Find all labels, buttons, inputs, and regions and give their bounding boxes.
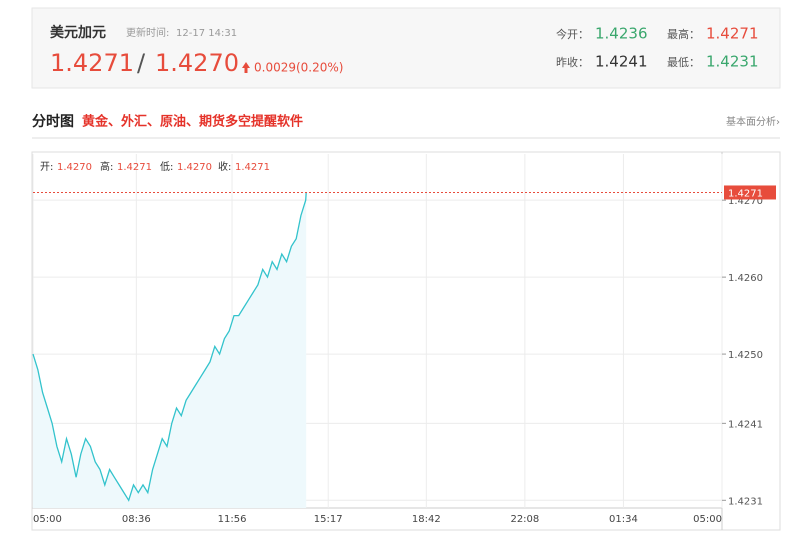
x-tick-label: 22:08: [510, 514, 539, 525]
x-tick-label: 01:34: [609, 514, 638, 525]
update-time: 12-17 14:31: [176, 28, 237, 39]
quote-panel: [31, 7, 781, 89]
stat-label: 昨收：: [556, 55, 589, 69]
last-price-label: 1.4271: [728, 188, 763, 199]
chart-frame: [31, 151, 781, 531]
y-tick-label: 1.4260: [728, 273, 763, 284]
price: 1.4271: [50, 49, 134, 77]
last-price-box: [724, 185, 776, 200]
stat-value: 1.4241: [595, 53, 648, 71]
promo-link[interactable]: 黄金、外汇、原油、期货多空提醒软件: [82, 114, 303, 130]
ohlc-value: 1.4270: [57, 162, 92, 173]
stat-label: 最低：: [667, 56, 700, 69]
stat-value: 1.4236: [595, 25, 648, 43]
stat-label: 最高：: [667, 27, 700, 41]
up-arrow: [242, 62, 250, 73]
price-area: [33, 192, 307, 508]
ohlc-label: 低:: [160, 160, 173, 173]
analysis-link[interactable]: 基本面分析›: [726, 115, 780, 128]
ohlc-value: 1.4271: [117, 162, 152, 173]
x-tick-label: 18:42: [412, 514, 441, 525]
x-tick-label: 15:17: [314, 514, 343, 525]
pair-name: 美元加元: [50, 24, 106, 41]
x-tick-label: 11:56: [218, 514, 247, 525]
change: 0.0029(0.20%): [254, 61, 343, 75]
stat-value: 1.4271: [706, 25, 759, 43]
price2: 1.4270: [155, 49, 239, 77]
ohlc-label: 开:: [40, 162, 53, 173]
section-title: 分时图: [32, 113, 74, 130]
ohlc-value: 1.4270: [177, 162, 212, 173]
separator: /: [137, 49, 146, 77]
ohlc-label: 高:: [100, 160, 113, 173]
update-label: 更新时间:: [126, 26, 169, 39]
y-tick-label: 1.4250: [728, 350, 763, 361]
stat-value: 1.4231: [706, 53, 759, 71]
x-tick-label: 08:36: [122, 514, 151, 525]
ohlc-value: 1.4271: [235, 162, 270, 173]
price-line: [32, 192, 307, 502]
y-tick-label: 1.4241: [728, 419, 763, 430]
y-tick-label: 1.4270: [728, 196, 763, 207]
x-tick-label: 05:00: [693, 514, 722, 525]
ohlc-label: 收:: [218, 160, 231, 173]
stat-label: 今开：: [556, 27, 589, 41]
x-tick-label: 05:00: [33, 514, 62, 525]
y-tick-label: 1.4231: [728, 496, 763, 507]
